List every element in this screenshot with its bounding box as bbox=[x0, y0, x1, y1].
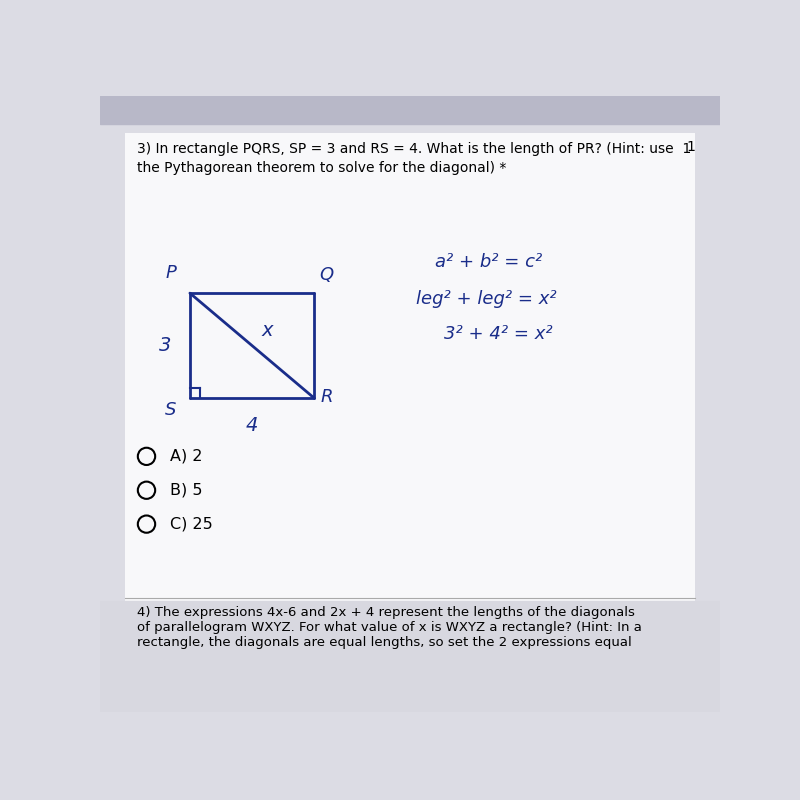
Text: 4) The expressions 4x-6 and 2x + 4 represent the lengths of the diagonals: 4) The expressions 4x-6 and 2x + 4 repre… bbox=[138, 606, 635, 619]
Text: 3² + 4² = x²: 3² + 4² = x² bbox=[444, 325, 553, 343]
Text: the Pythagorean theorem to solve for the diagonal) *: the Pythagorean theorem to solve for the… bbox=[138, 161, 506, 174]
Text: rectangle, the diagonals are equal lengths, so set the 2 expressions equal: rectangle, the diagonals are equal lengt… bbox=[138, 636, 632, 649]
Text: C) 25: C) 25 bbox=[170, 517, 213, 532]
Text: leg² + leg² = x²: leg² + leg² = x² bbox=[416, 290, 557, 308]
Text: 3: 3 bbox=[159, 336, 171, 355]
Text: A) 2: A) 2 bbox=[170, 449, 202, 464]
Bar bbox=[125, 133, 695, 619]
Text: R: R bbox=[320, 388, 333, 406]
Text: 3) In rectangle PQRS, SP = 3 and RS = 4. What is the length of PR? (Hint: use  1: 3) In rectangle PQRS, SP = 3 and RS = 4.… bbox=[138, 142, 691, 156]
Text: B) 5: B) 5 bbox=[170, 482, 202, 498]
Text: 4: 4 bbox=[246, 416, 258, 435]
Text: Q: Q bbox=[319, 266, 333, 284]
Text: S: S bbox=[165, 401, 176, 419]
Bar bbox=[100, 96, 720, 124]
Text: P: P bbox=[166, 264, 176, 282]
Text: a² + b² = c²: a² + b² = c² bbox=[435, 253, 542, 271]
Bar bbox=[100, 601, 720, 712]
Text: x: x bbox=[262, 321, 273, 339]
Text: of parallelogram WXYZ. For what value of x is WXYZ a rectangle? (Hint: In a: of parallelogram WXYZ. For what value of… bbox=[138, 621, 642, 634]
Text: 1: 1 bbox=[686, 140, 695, 154]
